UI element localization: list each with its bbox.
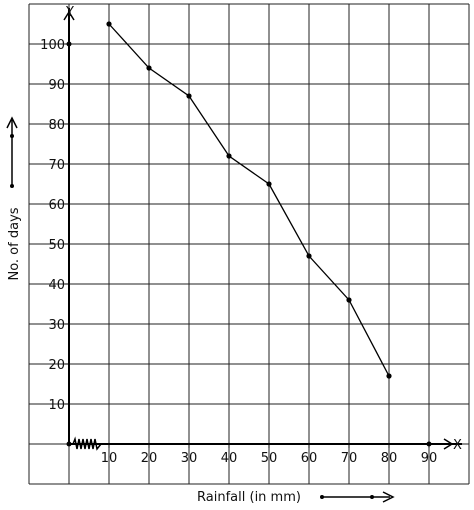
y-tick-label: 60 (48, 198, 65, 213)
x-title-arrow-dot (370, 495, 374, 499)
y-axis-arrowhead (63, 10, 75, 21)
y-tick-label: 20 (48, 358, 65, 373)
x-tick-label: 90 (421, 451, 438, 466)
y-tick-label: 80 (48, 118, 65, 133)
arrows (6, 116, 395, 503)
data-point (386, 373, 392, 379)
y-axis-title: No. of days (7, 207, 22, 280)
grid (28, 3, 470, 485)
x-tick-label: 70 (341, 451, 358, 466)
y-tick-label: 30 (48, 318, 65, 333)
x-tick-label: 10 (101, 451, 118, 466)
y-tick-label: 100 (40, 38, 65, 53)
origin-point (66, 441, 72, 447)
tick-labels: 10 20 30 40 50 60 70 80 90 10 20 30 40 50 60 70 80 90 100 (40, 38, 437, 466)
x-tick-label: 30 (181, 451, 198, 466)
data-point (306, 253, 312, 259)
x-tick-label: 80 (381, 451, 398, 466)
data-point (186, 93, 192, 99)
axis-titles: Rainfall (in mm) No. of days X Y (7, 5, 462, 505)
x-axis-arrowhead (443, 438, 454, 450)
y-tick-label: 50 (48, 238, 65, 253)
x-axis-title: Rainfall (in mm) (197, 490, 301, 505)
data-point (226, 153, 232, 159)
y-title-arrow-dot (10, 134, 14, 138)
data-point (106, 21, 112, 27)
series-line (108, 23, 390, 377)
y-tick-label: 70 (48, 158, 65, 173)
y-title-arrow-head (6, 116, 18, 129)
x-title-arrow-dot (320, 495, 324, 499)
axes (63, 8, 462, 451)
y-axis-letter: Y (65, 5, 74, 20)
x-tick-label: 50 (261, 451, 278, 466)
series (106, 21, 392, 379)
data-point (266, 181, 272, 187)
data-point (346, 297, 352, 303)
x-tick-label: 40 (221, 451, 238, 466)
x-title-arrow-head (382, 491, 395, 503)
x-tick-label: 20 (141, 451, 158, 466)
data-point (146, 65, 152, 71)
y-tick-label: 40 (48, 278, 65, 293)
y-title-arrow-dot (10, 184, 14, 188)
x-axis-break (72, 436, 102, 451)
x-axis-letter: X (453, 438, 462, 453)
y-tick-label: 90 (48, 78, 65, 93)
x-tick-label: 60 (301, 451, 318, 466)
y-tick-label: 10 (48, 398, 65, 413)
